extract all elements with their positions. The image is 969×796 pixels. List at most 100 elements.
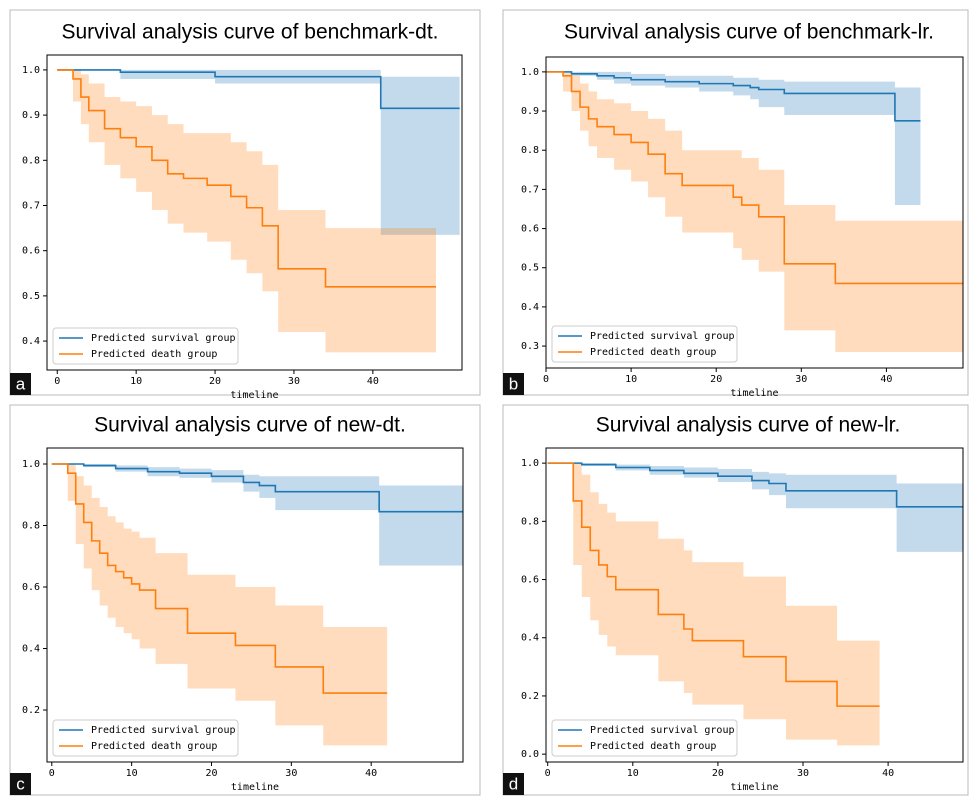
- x-axis-label: timeline: [730, 388, 778, 399]
- legend-box: [551, 325, 738, 363]
- panel-label-box: [503, 773, 524, 795]
- panel-label: c: [16, 774, 25, 793]
- y-tick-label: 0.8: [22, 521, 40, 532]
- panel-frame: [502, 404, 969, 796]
- legend-box: [551, 719, 738, 757]
- x-tick-label: 30: [795, 374, 807, 385]
- confidence-band: [51, 463, 388, 746]
- panel: Survival analysis curve of benchmark-dt.…: [9, 9, 481, 401]
- x-tick-label: 20: [710, 374, 722, 385]
- y-tick-label: 0.4: [22, 336, 40, 347]
- x-tick-label: 40: [365, 768, 377, 779]
- y-tick-label: 0.4: [521, 302, 539, 313]
- panel-frame: [502, 9, 969, 396]
- legend-label: Predicted death group: [590, 347, 716, 358]
- y-tick-label: 0.8: [22, 155, 40, 166]
- panel: Survival analysis curve of new-lr. 0 10 20 3…: [502, 404, 969, 796]
- survival-curve: [51, 463, 388, 694]
- y-tick-label: 0.5: [521, 263, 539, 274]
- x-axis-label: timeline: [230, 390, 278, 401]
- plot-area: [57, 69, 460, 353]
- x-tick-label: 40: [882, 768, 894, 779]
- x-tick-label: 40: [367, 376, 379, 387]
- legend-box: [52, 719, 239, 757]
- y-tick-label: 1.0: [521, 458, 539, 469]
- x-tick-label: 0: [49, 768, 55, 779]
- x-tick-label: 10: [625, 374, 637, 385]
- x-tick-label: 40: [880, 374, 892, 385]
- survival-curve: [51, 463, 463, 513]
- confidence-band: [51, 463, 463, 566]
- x-tick-label: 30: [288, 376, 300, 387]
- y-tick-label: 0.5: [22, 291, 40, 302]
- panel-label-box: [10, 373, 31, 395]
- x-tick-label: 0: [54, 376, 60, 387]
- x-axis-label: timeline: [730, 782, 778, 793]
- x-tick-label: 30: [797, 768, 809, 779]
- y-tick-label: 0.6: [521, 224, 539, 235]
- y-tick-label: 0.7: [22, 200, 40, 211]
- confidence-band: [547, 463, 963, 552]
- chart-title: Survival analysis curve of benchmark-lr.: [564, 21, 934, 44]
- confidence-band: [546, 71, 963, 352]
- legend-label: Predicted death group: [91, 349, 217, 360]
- x-tick-label: 10: [130, 376, 142, 387]
- panel-label: b: [509, 374, 518, 393]
- x-tick-label: 0: [545, 768, 551, 779]
- legend-label: Predicted survival group: [590, 725, 735, 736]
- survival-curve: [57, 69, 460, 110]
- legend-label: Predicted death group: [91, 741, 217, 752]
- panel-label-box: [10, 773, 31, 795]
- x-tick-label: 20: [205, 768, 217, 779]
- survival-curve: [547, 462, 963, 508]
- panel-label-box: [503, 373, 524, 395]
- y-tick-label: 0.9: [22, 110, 40, 121]
- x-tick-label: 0: [543, 374, 549, 385]
- y-tick-label: 1.0: [22, 65, 40, 76]
- x-tick-label: 10: [627, 768, 639, 779]
- y-tick-label: 0.4: [521, 633, 539, 644]
- survival-curve: [547, 462, 880, 707]
- panel-frame: [9, 404, 481, 796]
- x-tick-label: 30: [285, 768, 297, 779]
- panel-label: a: [16, 374, 26, 393]
- confidence-band: [57, 69, 436, 353]
- y-tick-label: 1.0: [22, 459, 40, 470]
- legend-label: Predicted survival group: [91, 725, 236, 736]
- y-tick-label: 0.6: [521, 575, 539, 586]
- y-tick-label: 0.3: [521, 341, 539, 352]
- confidence-band: [57, 69, 460, 235]
- y-tick-label: 0.0: [521, 749, 539, 760]
- legend-label: Predicted death group: [590, 741, 716, 752]
- panel-label: d: [509, 774, 518, 793]
- plot-area: [51, 463, 463, 746]
- y-tick-label: 0.8: [521, 145, 539, 156]
- plot-frame: [545, 447, 964, 763]
- y-tick-label: 1.0: [521, 67, 539, 78]
- y-tick-label: 0.4: [22, 644, 40, 655]
- chart-title: Survival analysis curve of new-lr.: [596, 414, 901, 437]
- chart-title: Survival analysis curve of new-dt.: [94, 414, 406, 437]
- survival-curve: [546, 71, 921, 122]
- plot-frame: [46, 447, 464, 763]
- legend-label: Predicted survival group: [590, 331, 735, 342]
- plot-area: [546, 71, 963, 352]
- y-tick-label: 0.8: [521, 516, 539, 527]
- y-tick-label: 0.7: [521, 184, 539, 195]
- legend-label: Predicted survival group: [91, 333, 236, 344]
- plot-frame: [545, 56, 964, 369]
- panel-frame: [9, 9, 481, 396]
- y-tick-label: 0.2: [22, 705, 40, 716]
- y-tick-label: 0.2: [521, 691, 539, 702]
- chart-title: Survival analysis curve of benchmark-dt.: [62, 21, 439, 44]
- x-axis-label: timeline: [231, 782, 279, 793]
- panel: Survival analysis curve of benchmark-lr.…: [502, 9, 969, 399]
- y-tick-label: 0.9: [521, 106, 539, 117]
- y-tick-label: 0.6: [22, 582, 40, 593]
- confidence-band: [547, 463, 880, 746]
- survival-curve: [57, 69, 436, 288]
- panel: Survival analysis curve of new-dt. 0 10 20 3…: [9, 404, 481, 796]
- y-tick-label: 0.6: [22, 246, 40, 257]
